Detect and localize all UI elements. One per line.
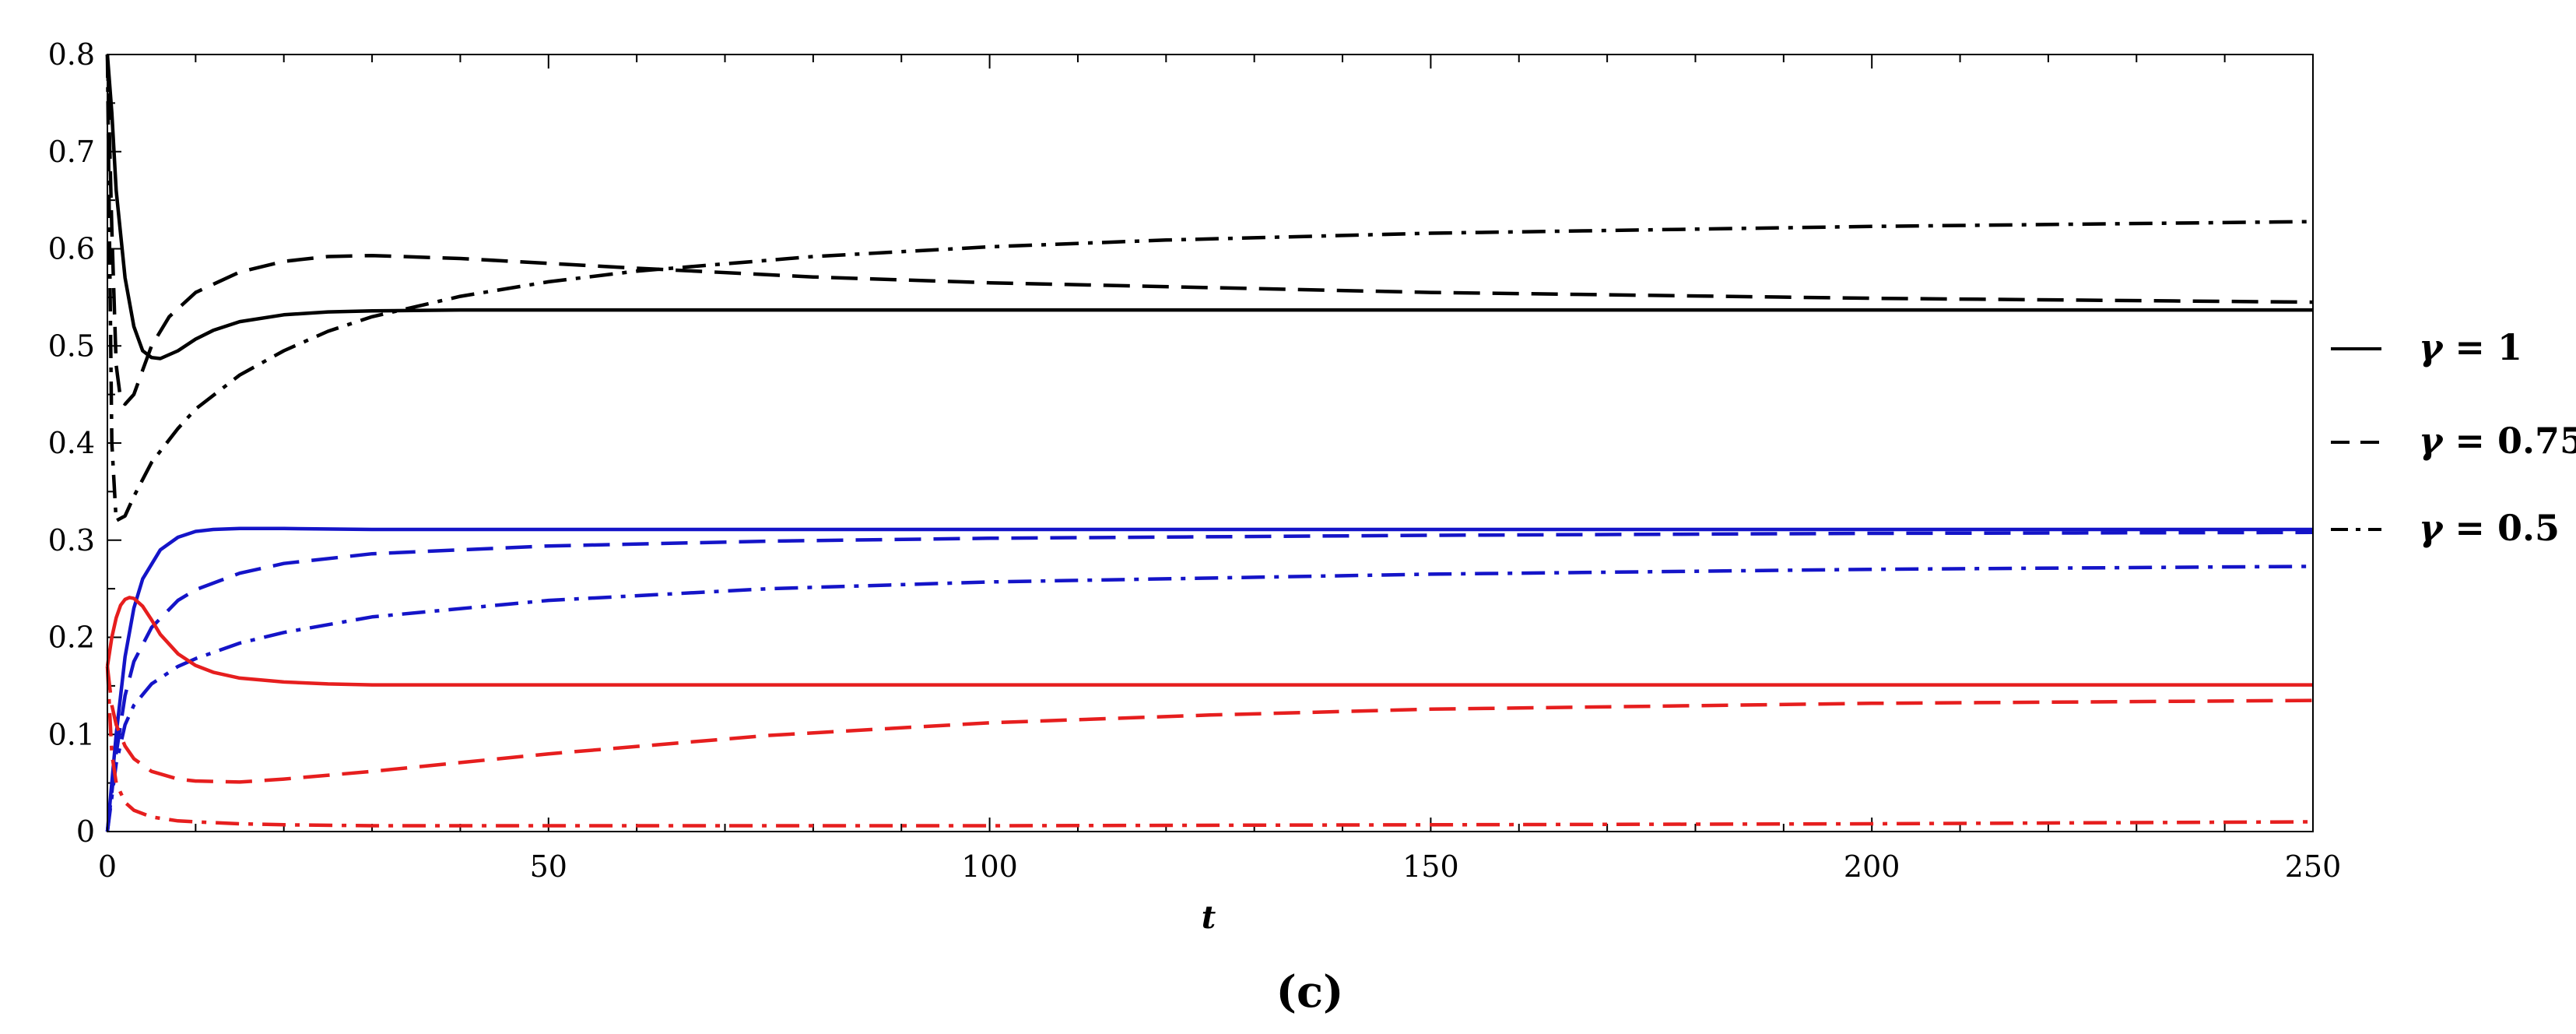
x-tick-label: 100 [961, 849, 1018, 884]
legend: γ = 1γ = 0.75γ = 0.5 [2331, 326, 2576, 549]
y-tick-label: 0.7 [48, 135, 95, 169]
x-axis-label: t [1202, 899, 1216, 936]
legend-symbol: γ [2419, 326, 2444, 368]
x-tick-label: 150 [1402, 849, 1459, 884]
series-line-blue-dashdot [105, 564, 2314, 832]
series-line-red-dashdot [105, 666, 2314, 828]
series-layer [105, 54, 2314, 832]
y-tick-label: 0.3 [48, 523, 95, 557]
legend-label: γ = 0.75 [2419, 420, 2576, 462]
series-line-red-solid [105, 596, 2313, 687]
legend-value: = 0.5 [2442, 507, 2560, 549]
y-tick-label: 0.1 [48, 717, 95, 751]
legend-label: γ = 0.5 [2419, 507, 2560, 549]
y-tick-label: 0.5 [48, 329, 95, 363]
legend-value: = 1 [2442, 326, 2522, 368]
series-line-black-dashed [105, 54, 2314, 406]
y-tick-label: 0.8 [48, 37, 95, 72]
series-line-blue-dashed [105, 530, 2314, 832]
legend-symbol: γ [2419, 507, 2444, 549]
x-tick-labels: 0 50 100 150 200 250 [98, 849, 2341, 884]
series-line-black-solid [105, 54, 2313, 360]
panel-label: (c) [1276, 966, 1343, 1018]
plot-frame [107, 54, 2314, 832]
series-line-blue-solid [105, 526, 2313, 832]
x-tick-label: 50 [530, 849, 567, 884]
y-tick-label: 0.4 [48, 426, 95, 460]
y-tick-label: 0.6 [48, 232, 95, 266]
legend-symbol: γ [2419, 420, 2444, 462]
legend-label: γ = 1 [2419, 326, 2522, 368]
y-tick-labels: 0 0.1 0.2 0.3 0.4 0.5 0.6 0.7 0.8 [48, 37, 95, 849]
y-tick-label: 0 [76, 814, 95, 849]
y-tick-label: 0.2 [48, 621, 95, 655]
x-tick-label: 0 [98, 849, 117, 884]
legend-value: = 0.75 [2442, 420, 2576, 462]
series-line-black-dashdot [105, 54, 2314, 523]
x-tick-label: 250 [2285, 849, 2342, 884]
series-line-red-dashed [105, 666, 2314, 784]
x-tick-label: 200 [1844, 849, 1900, 884]
